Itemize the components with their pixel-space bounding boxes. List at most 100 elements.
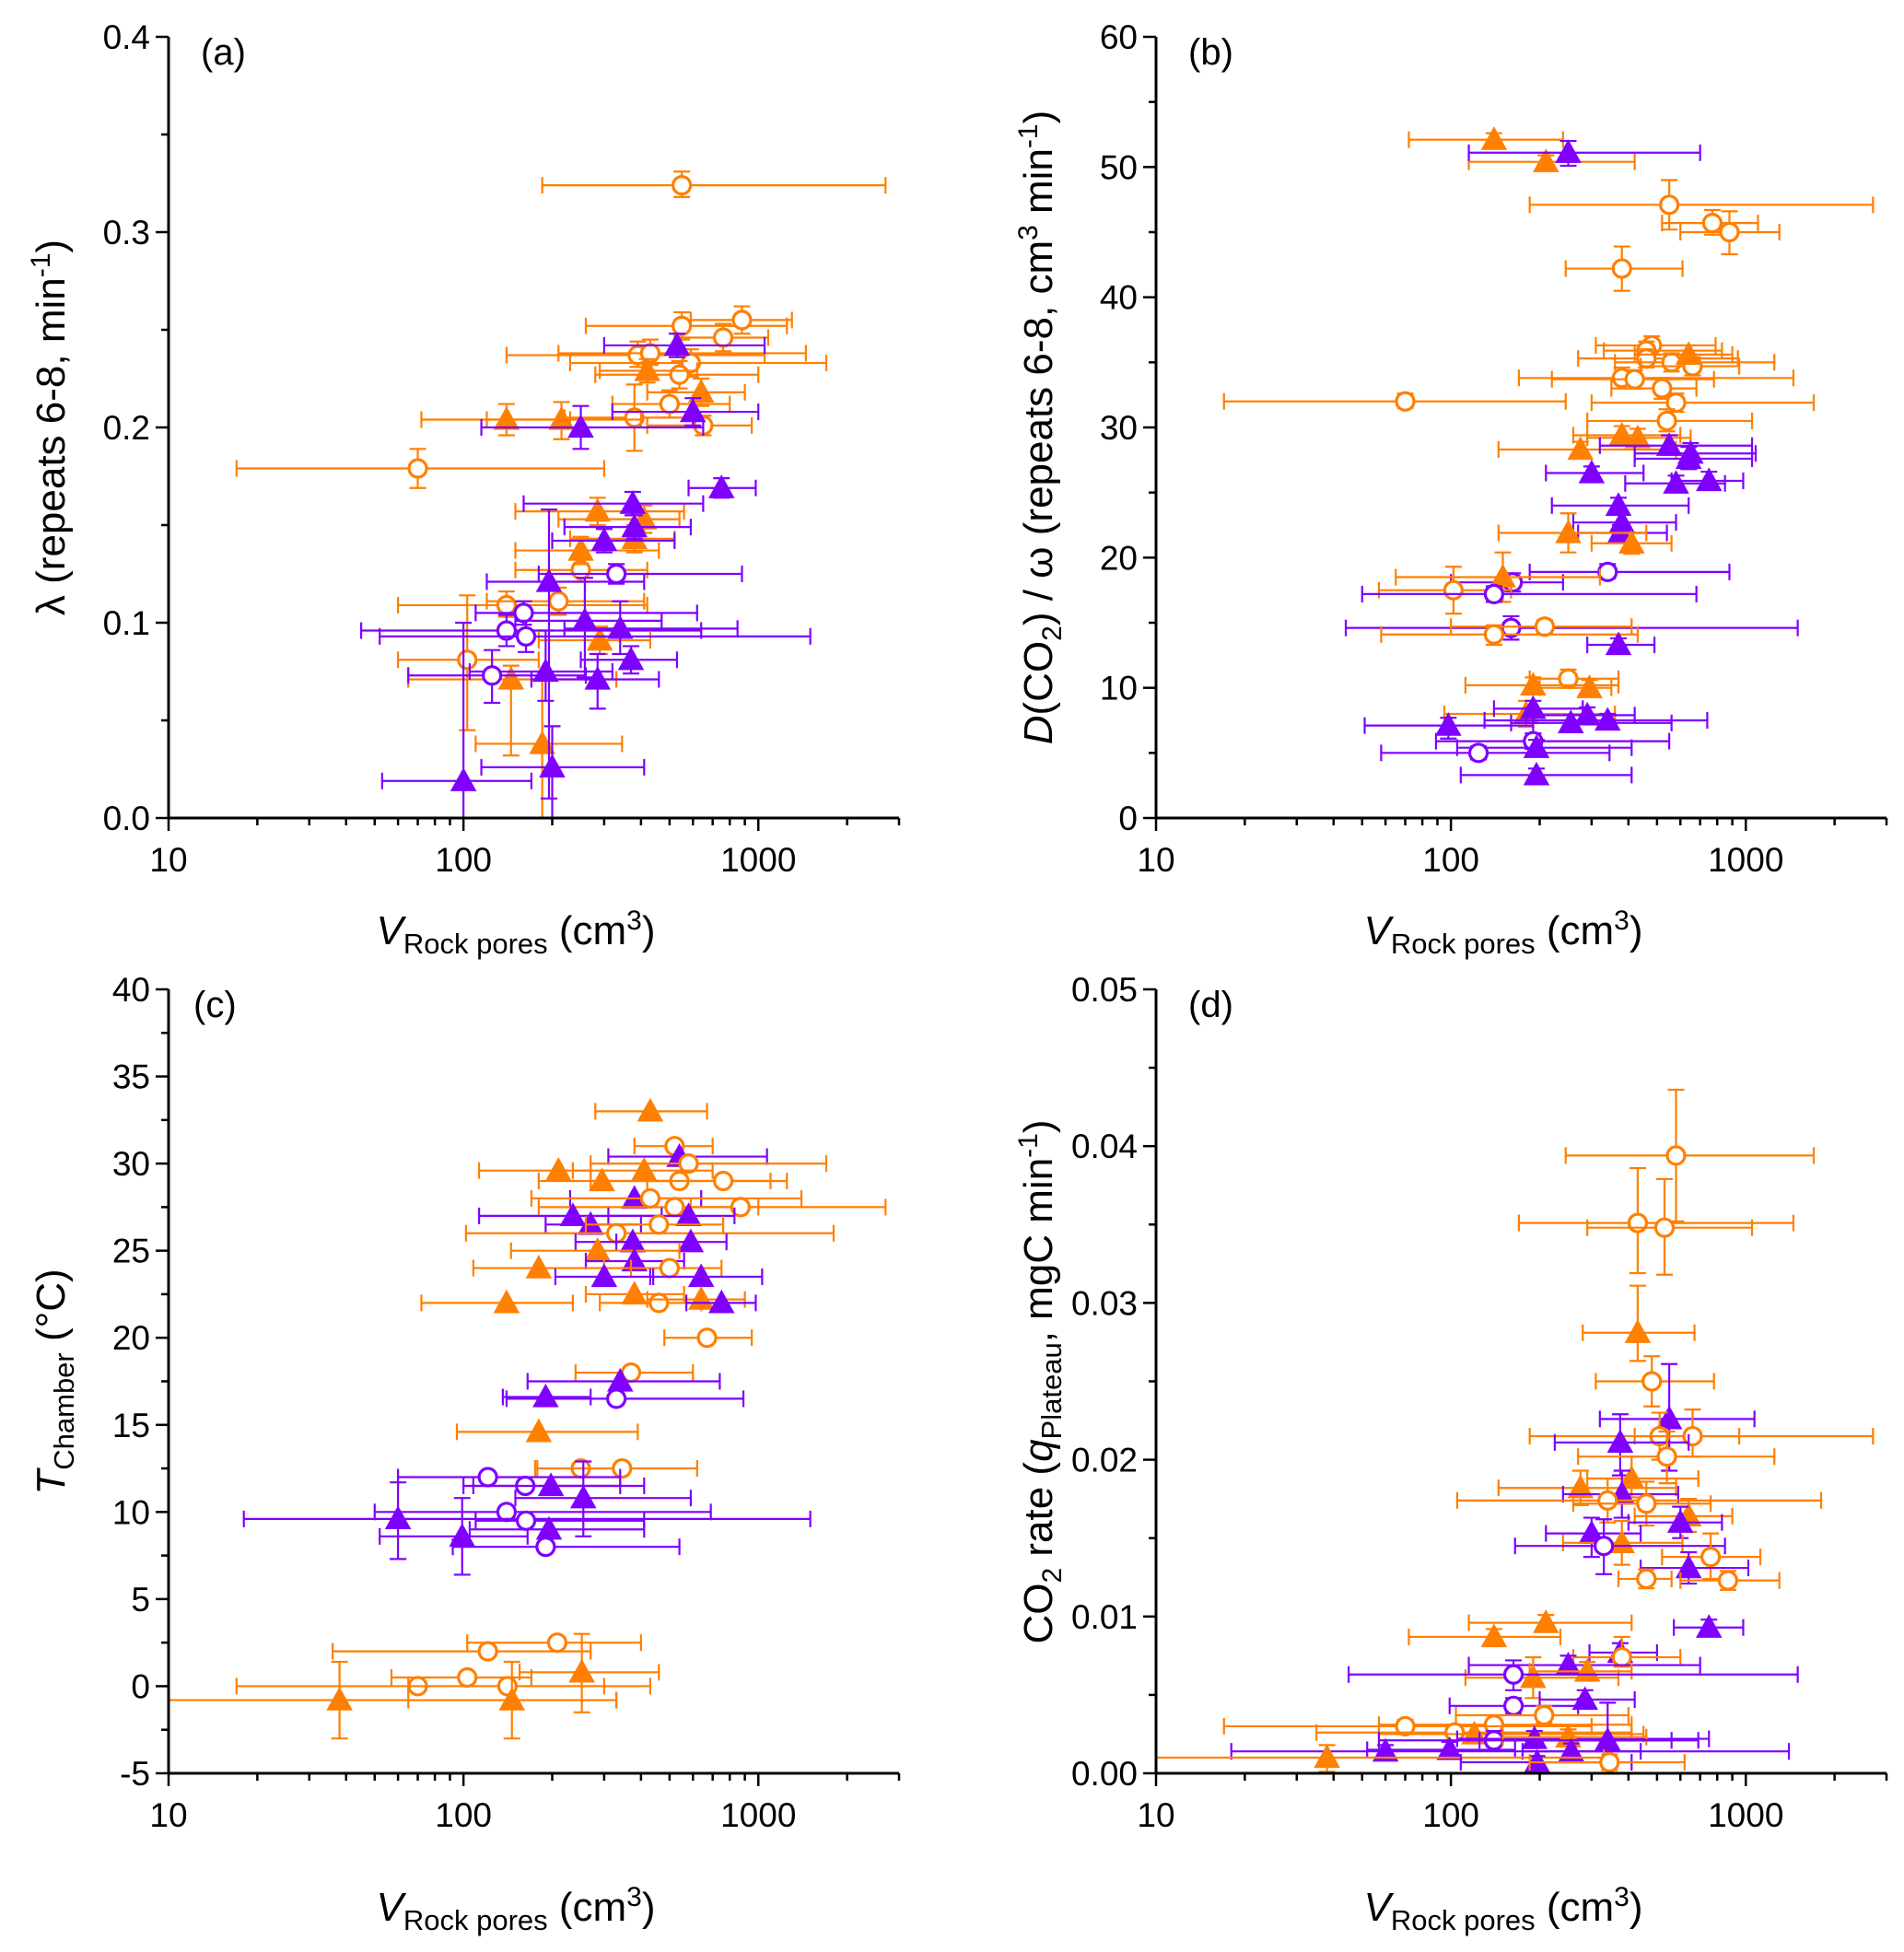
data-point-orange-circle: [530, 1187, 803, 1210]
data-point-orange-circle: [689, 1197, 887, 1218]
triangle-marker: [1655, 432, 1683, 456]
panel-b-axes: 10 100 1000 0 10 20 30 40 50 60: [1100, 18, 1888, 879]
panel-a-ylabel: λ (repeats 6-8, min-1): [26, 240, 74, 615]
circle-marker: [482, 665, 503, 686]
circle-marker: [457, 649, 478, 671]
panel-c-label: (c): [193, 985, 237, 1025]
y-tick-label: 0.2: [103, 409, 150, 447]
x-tick-label: 100: [1422, 841, 1479, 879]
circle-marker: [672, 175, 693, 196]
data-point-orange-triangle: [455, 1418, 639, 1443]
triangle-marker: [1567, 436, 1594, 461]
triangle-marker: [1578, 459, 1606, 484]
data-point-orange-circle: [584, 310, 788, 341]
circle-marker: [1597, 561, 1618, 582]
data-point-orange-circle: [663, 1327, 753, 1349]
triangle-marker: [529, 730, 555, 754]
triangle-marker: [567, 414, 594, 438]
data-point-orange-circle: [1571, 1480, 1712, 1527]
triangle-marker: [621, 513, 648, 538]
triangle-marker: [1523, 761, 1550, 786]
panel-a-axes: 10 100 1000 0.0 0.1 0.2 0.3 0.4: [103, 18, 901, 879]
data-point-orange-triangle: [420, 1289, 575, 1314]
triangle-marker: [1624, 1319, 1652, 1343]
data-point-purple-circle: [1448, 1695, 1580, 1716]
triangle-marker: [537, 1472, 565, 1497]
circle-marker: [1534, 616, 1556, 637]
data-point-purple-circle: [451, 1537, 681, 1558]
y-tick-label: 50: [1100, 148, 1138, 186]
x-tick-label: 10: [149, 841, 187, 879]
triangle-marker: [498, 1687, 526, 1711]
triangle-marker: [621, 1247, 648, 1272]
data-point-orange-triangle: [1582, 1284, 1696, 1362]
triangle-marker: [1666, 1509, 1694, 1533]
data-point-orange-circle: [594, 359, 760, 390]
data-point-purple-triangle: [480, 725, 646, 818]
data-point-purple-triangle: [685, 1289, 757, 1314]
panel-a: 10 100 1000 0.0 0.1 0.2 0.3 0.4 (a) λ (repeats …: [26, 18, 901, 960]
data-point-purple-triangle: [602, 332, 766, 358]
data-point-orange-triangle: [1590, 530, 1673, 555]
triangle-marker: [450, 767, 477, 791]
data-point-purple-triangle: [1545, 1516, 1642, 1559]
circle-marker: [696, 1327, 718, 1349]
circle-marker: [731, 310, 753, 331]
circle-marker: [457, 1666, 478, 1689]
triangle-marker: [1520, 1664, 1547, 1689]
circle-marker: [513, 602, 534, 624]
panel-a-xlabel: VRock pores (cm3): [376, 906, 655, 960]
triangle-marker: [548, 405, 575, 430]
data-point-purple-triangle: [1633, 445, 1754, 471]
x-tick-label: 1000: [720, 1796, 796, 1834]
triangle-marker: [568, 1658, 595, 1683]
panel-c-xlabel: VRock pores (cm3): [376, 1882, 655, 1936]
triangle-marker: [567, 537, 594, 561]
x-tick-label: 10: [1137, 841, 1174, 879]
data-point-orange-triangle: [1633, 341, 1734, 366]
circle-marker: [1665, 392, 1687, 414]
data-point-purple-triangle: [379, 1497, 529, 1576]
triangle-marker: [1695, 1614, 1723, 1638]
circle-marker: [606, 1388, 627, 1409]
circle-marker: [648, 1292, 670, 1314]
data-point-purple-triangle: [1545, 459, 1645, 484]
circle-marker: [1624, 368, 1645, 390]
data-point-purple-triangle: [472, 1472, 622, 1497]
data-point-purple-triangle: [380, 621, 533, 818]
circle-marker: [1652, 378, 1673, 399]
y-tick-label: 20: [112, 1319, 150, 1357]
data-point-orange-circle: [574, 1362, 695, 1384]
data-point-purple-triangle: [551, 527, 676, 554]
triangle-marker: [586, 626, 613, 651]
data-point-purple-triangle: [1467, 139, 1701, 168]
circle-marker: [606, 563, 627, 585]
triangle-marker: [1618, 530, 1645, 554]
data-point-purple-triangle: [530, 652, 660, 710]
data-point-purple-triangle: [1483, 707, 1709, 731]
x-tick-label: 10: [1137, 1796, 1174, 1834]
data-point-orange-circle: [1586, 408, 1754, 433]
y-tick-label: 35: [112, 1058, 150, 1096]
data-point-orange-circle: [1550, 368, 1715, 390]
data-point-orange-circle: [1564, 1088, 1816, 1222]
data-point-orange-circle: [536, 1457, 698, 1479]
triangle-marker: [584, 497, 612, 522]
triangle-marker: [687, 1286, 715, 1310]
data-point-purple-triangle: [554, 1263, 655, 1288]
triangle-marker: [617, 646, 645, 671]
data-point-purple-circle: [1348, 1659, 1799, 1691]
data-point-orange-circle: [1586, 1177, 1754, 1276]
triangle-marker: [1436, 1736, 1464, 1760]
x-tick-label: 100: [1422, 1796, 1479, 1834]
data-point-orange-triangle: [557, 504, 681, 534]
triangle-marker: [1435, 712, 1462, 736]
data-point-purple-triangle: [1459, 761, 1633, 786]
triangle-marker: [384, 1505, 412, 1530]
circle-marker: [1534, 1704, 1555, 1726]
y-tick-label: 0: [131, 1667, 150, 1705]
data-point-orange-triangle: [1497, 512, 1648, 554]
data-point-orange-triangle: [514, 497, 685, 527]
y-tick-label: 0.02: [1071, 1442, 1138, 1479]
